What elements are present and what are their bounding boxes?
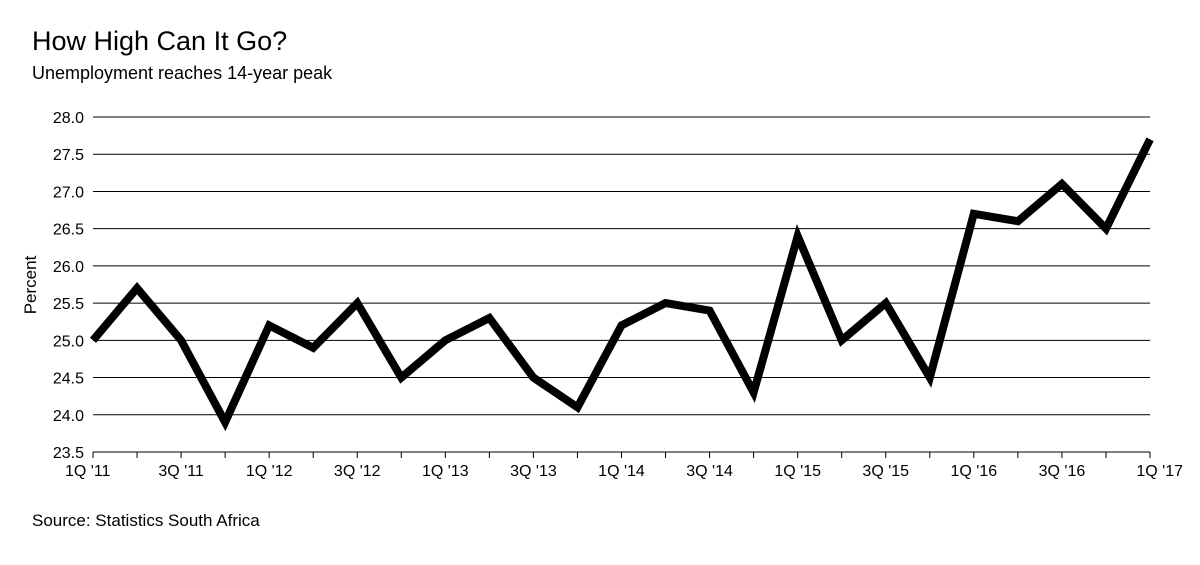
y-tick-label: 27.0 xyxy=(53,184,84,201)
series-line-unemployment xyxy=(89,137,1154,432)
x-tick-label: 1Q '14 xyxy=(598,463,645,480)
x-tick-label: 1Q '17 xyxy=(1136,463,1183,480)
y-tick-label: 25.0 xyxy=(53,333,84,350)
x-tick-label: 3Q '15 xyxy=(862,463,909,480)
source-note: Source: Statistics South Africa xyxy=(32,511,260,530)
x-tick-label: 3Q '14 xyxy=(686,463,733,480)
y-tick-label: 26.0 xyxy=(53,259,84,276)
x-tick-label: 1Q '16 xyxy=(951,463,998,480)
grid-layer xyxy=(93,116,1150,453)
x-tick-label: 1Q '12 xyxy=(246,463,293,480)
x-tick-label: 3Q '16 xyxy=(1039,463,1086,480)
y-tick-label: 25.5 xyxy=(53,296,84,313)
x-tick-label: 3Q '12 xyxy=(334,463,381,480)
y-axis-ticks: 23.5 24.0 24.5 25.0 25.5 26.0 26.5 27.0 27.5 28.0 xyxy=(53,110,84,462)
x-tick-label: 1Q '15 xyxy=(774,463,821,480)
y-tick-label: 26.5 xyxy=(53,222,84,239)
x-tick-label: 1Q '13 xyxy=(422,463,469,480)
chart-title: How High Can It Go? xyxy=(32,26,288,56)
x-tick-label: 3Q '11 xyxy=(158,463,204,480)
y-tick-label: 23.5 xyxy=(53,445,84,462)
y-tick-label: 24.0 xyxy=(53,408,84,425)
series-layer xyxy=(89,137,1154,432)
x-tick-label: 3Q '13 xyxy=(510,463,557,480)
y-tick-label: 28.0 xyxy=(53,110,84,127)
x-axis-ticks: 1Q '11 3Q '11 1Q '12 3Q '12 1Q '13 3Q '13 1Q '… xyxy=(65,452,1183,480)
x-tick-label: 1Q '11 xyxy=(65,463,111,480)
y-tick-label: 24.5 xyxy=(53,371,84,388)
y-tick-label: 27.5 xyxy=(53,147,84,164)
chart-subtitle: Unemployment reaches 14-year peak xyxy=(32,63,333,83)
y-axis-title: Percent xyxy=(21,255,40,314)
